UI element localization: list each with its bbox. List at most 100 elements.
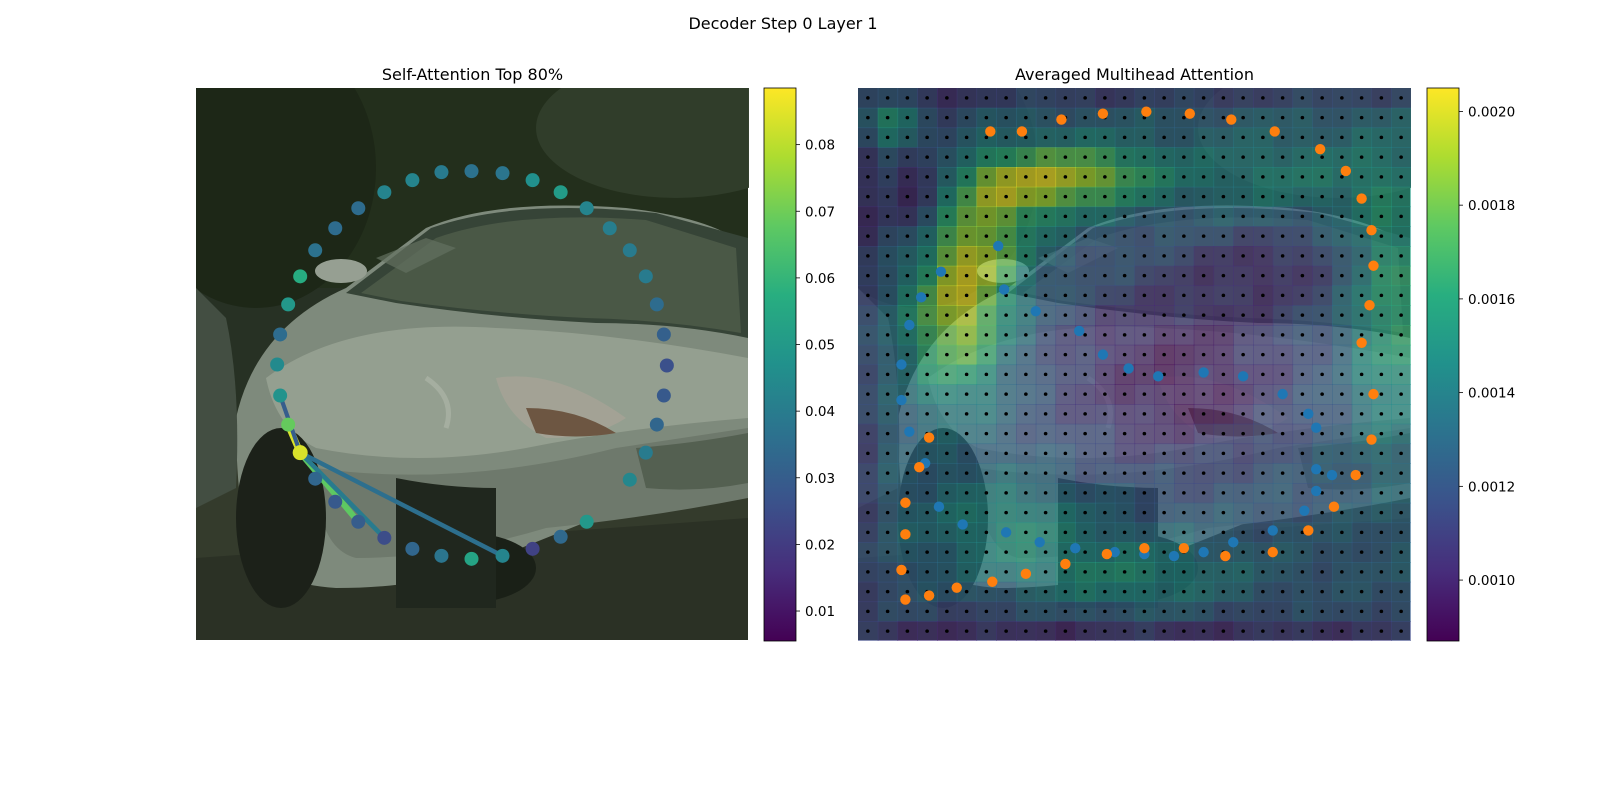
reference-dot bbox=[1103, 570, 1107, 574]
reference-dot bbox=[1142, 412, 1147, 416]
reference-dot bbox=[1300, 491, 1305, 495]
reference-dot bbox=[925, 510, 929, 515]
reference-dot bbox=[1261, 510, 1265, 515]
blue-point-1 bbox=[998, 284, 1010, 295]
reference-dot bbox=[1280, 589, 1285, 594]
reference-dot bbox=[1280, 115, 1285, 120]
reference-dot bbox=[1063, 412, 1068, 416]
reference-dot bbox=[885, 589, 890, 594]
reference-dot bbox=[1221, 431, 1226, 436]
reference-dot bbox=[1221, 155, 1226, 159]
reference-dot bbox=[1399, 194, 1403, 199]
reference-dot bbox=[1063, 530, 1068, 535]
reference-dot bbox=[1083, 510, 1087, 515]
reference-dot bbox=[1280, 570, 1285, 574]
reference-dot bbox=[1320, 273, 1324, 278]
reference-dot bbox=[1103, 155, 1107, 159]
reference-dot bbox=[1201, 491, 1206, 495]
reference-dot bbox=[1320, 570, 1324, 574]
reference-dot bbox=[1340, 214, 1344, 219]
colorbar-tick-label: 0.0016 bbox=[1468, 292, 1515, 308]
reference-dot bbox=[1201, 313, 1206, 317]
reference-dot bbox=[866, 135, 870, 140]
reference-dot bbox=[925, 629, 929, 633]
reference-dot bbox=[1359, 431, 1364, 436]
reference-dot bbox=[885, 135, 890, 140]
blue-point-10 bbox=[1303, 408, 1314, 420]
reference-dot bbox=[1300, 155, 1305, 159]
orange-point-10 bbox=[1356, 193, 1367, 204]
reference-dot bbox=[1004, 392, 1008, 396]
reference-dot bbox=[885, 352, 890, 357]
reference-dot bbox=[1261, 155, 1265, 159]
reference-dot bbox=[925, 491, 929, 495]
reference-dot bbox=[905, 550, 910, 554]
reference-dot bbox=[885, 412, 890, 416]
reference-dot bbox=[1261, 412, 1265, 416]
reference-dot bbox=[1043, 412, 1048, 416]
reference-dot bbox=[964, 96, 969, 100]
reference-dot bbox=[1142, 273, 1147, 278]
reference-dot bbox=[1300, 293, 1305, 298]
reference-dot bbox=[1241, 333, 1245, 337]
reference-dot bbox=[1043, 273, 1048, 278]
reference-dot bbox=[1399, 550, 1403, 554]
reference-dot bbox=[1221, 530, 1226, 535]
reference-dot bbox=[1142, 293, 1147, 298]
colorbar-tick-label: 0.0020 bbox=[1468, 104, 1515, 120]
reference-dot bbox=[1083, 412, 1087, 416]
contour-point-2 bbox=[495, 166, 510, 181]
reference-dot bbox=[984, 273, 989, 278]
reference-dot bbox=[1399, 293, 1403, 298]
reference-dot bbox=[1300, 194, 1305, 199]
reference-dot bbox=[1043, 333, 1048, 337]
reference-dot bbox=[1182, 431, 1186, 436]
reference-dot bbox=[1024, 609, 1028, 614]
colorbar-gradient bbox=[1427, 88, 1459, 641]
reference-dot bbox=[945, 214, 949, 219]
blue-point-29 bbox=[896, 394, 907, 406]
reference-dot bbox=[1300, 372, 1305, 377]
reference-dot bbox=[1320, 135, 1324, 140]
reference-dot bbox=[1320, 313, 1324, 317]
blue-point-22 bbox=[1070, 542, 1081, 554]
multihead-attention-title: Averaged Multihead Attention bbox=[1015, 65, 1254, 84]
reference-dot bbox=[1063, 550, 1068, 554]
contour-point-10 bbox=[656, 327, 671, 342]
reference-dot bbox=[984, 530, 989, 535]
reference-dot bbox=[945, 629, 949, 633]
reference-dot bbox=[1340, 372, 1344, 377]
reference-dot bbox=[1300, 254, 1305, 258]
reference-dot bbox=[866, 214, 870, 219]
reference-dot bbox=[1261, 175, 1265, 179]
reference-dot bbox=[1162, 530, 1166, 535]
reference-dot bbox=[1300, 214, 1305, 219]
reference-dot bbox=[1103, 491, 1107, 495]
reference-dot bbox=[945, 175, 949, 179]
reference-dot bbox=[866, 194, 870, 199]
reference-dot bbox=[1399, 372, 1403, 377]
reference-dot bbox=[1063, 313, 1068, 317]
reference-dot bbox=[1162, 431, 1166, 436]
reference-dot bbox=[1103, 412, 1107, 416]
reference-dot bbox=[866, 431, 870, 436]
colorbar-tick-label: 0.0012 bbox=[1468, 479, 1515, 495]
reference-dot bbox=[1320, 510, 1324, 515]
reference-dot bbox=[1379, 194, 1384, 199]
reference-dot bbox=[1024, 530, 1028, 535]
reference-dot bbox=[1142, 194, 1147, 199]
reference-dot bbox=[1359, 392, 1364, 396]
reference-dot bbox=[1063, 214, 1068, 219]
reference-dot bbox=[1399, 609, 1403, 614]
reference-dot bbox=[1043, 471, 1048, 475]
reference-dot bbox=[885, 214, 890, 219]
reference-dot bbox=[1359, 293, 1364, 298]
reference-dot bbox=[1359, 550, 1364, 554]
reference-dot bbox=[1103, 431, 1107, 436]
reference-dot bbox=[984, 392, 989, 396]
reference-dot bbox=[1280, 412, 1285, 416]
reference-dot bbox=[925, 214, 929, 219]
reference-dot bbox=[1379, 392, 1384, 396]
multihead-attention-axes bbox=[858, 88, 1411, 641]
